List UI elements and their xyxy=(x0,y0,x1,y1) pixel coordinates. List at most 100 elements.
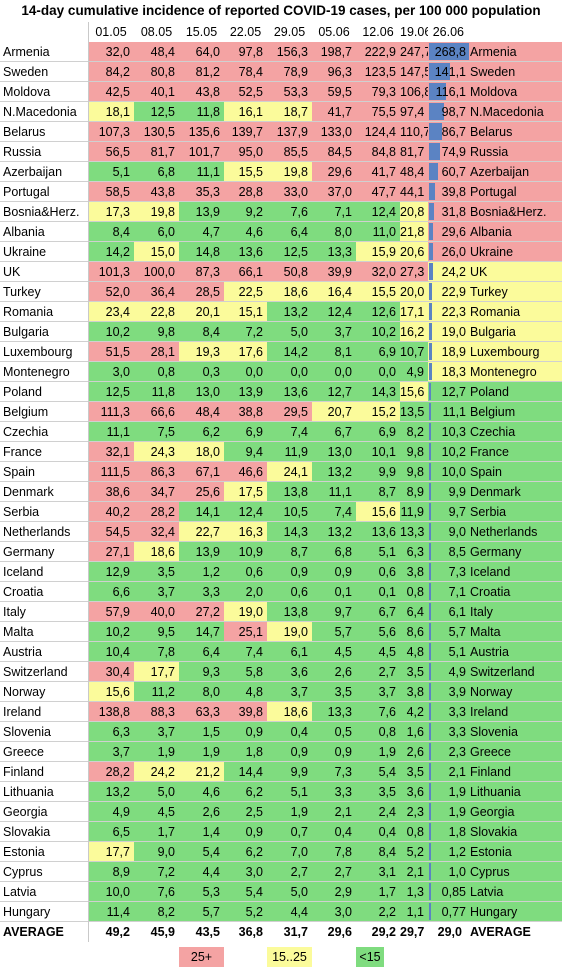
value-cell: 78,4 xyxy=(224,62,267,81)
value-cell: 6,5 xyxy=(88,822,134,841)
value-cell: 38,6 xyxy=(88,482,134,501)
last-value: 6,1 xyxy=(448,605,466,619)
column-header: 15.05 xyxy=(179,22,224,41)
value-cell: 10,1 xyxy=(356,442,400,461)
value-cell: 81,7 xyxy=(400,142,428,161)
value-cell: 15,5 xyxy=(224,162,267,181)
column-header: 26.06 xyxy=(428,22,468,41)
value-cell: 0,9 xyxy=(224,822,267,841)
value-cell: 2,5 xyxy=(224,802,267,821)
incidence-bar xyxy=(429,723,431,740)
table-row: Albania 8,4 6,0 4,7 4,6 6,4 8,0 11,0 21,8 29,6 Alb… xyxy=(0,222,562,242)
value-cell: 156,3 xyxy=(267,42,312,61)
table-row: Slovakia 6,5 1,7 1,4 0,9 0,7 0,4 0,4 0,8 1,8 Slova… xyxy=(0,822,562,842)
incidence-bar xyxy=(429,583,431,600)
value-cell: 43,8 xyxy=(134,182,179,201)
country-label-right: Russia xyxy=(470,145,509,159)
value-cell: 3,6 xyxy=(400,782,428,801)
value-cell: 5,1 xyxy=(267,782,312,801)
country-label-right: Serbia xyxy=(470,505,507,519)
value-cell: 139,7 xyxy=(224,122,267,141)
country-label-right: Sweden xyxy=(470,65,516,79)
value-cell: 3,7 xyxy=(134,722,179,741)
value-cell: 17,3 xyxy=(88,202,134,221)
value-cell: 12,5 xyxy=(134,102,179,121)
value-cell: 6,2 xyxy=(224,782,267,801)
incidence-bar xyxy=(429,463,431,480)
value-cell: 44,1 xyxy=(400,182,428,201)
country-label-right: Bosnia&Herz. xyxy=(470,205,547,219)
row-divider xyxy=(0,221,562,222)
value-cell: 24,1 xyxy=(267,462,312,481)
value-cell: 48,4 xyxy=(400,162,428,181)
incidence-bar xyxy=(429,143,440,160)
value-cell: 3,5 xyxy=(356,782,400,801)
value-cell: 28,5 xyxy=(179,282,224,301)
value-cell: 7,6 xyxy=(134,882,179,901)
table-row: N.Macedonia 18,1 12,5 11,8 16,1 18,7 41,7 75,5 9… xyxy=(0,102,562,122)
value-cell: 32,0 xyxy=(356,262,400,281)
row-divider xyxy=(0,841,562,842)
value-cell: 16,3 xyxy=(224,522,267,541)
country-label-right: N.Macedonia xyxy=(470,105,544,119)
value-cell: 0,8 xyxy=(400,822,428,841)
value-cell: 24,3 xyxy=(134,442,179,461)
table-row: Belarus 107,3 130,5 135,6 139,7 137,9 133,0 124… xyxy=(0,122,562,142)
country-label-right: Georgia xyxy=(470,805,515,819)
table-row: Armenia 32,0 48,4 64,0 97,8 156,3 198,7 222,9 24… xyxy=(0,42,562,62)
country-label: Ukraine xyxy=(0,242,88,261)
value-cell: 2,4 xyxy=(356,802,400,821)
row-divider xyxy=(0,601,562,602)
incidence-bar xyxy=(429,343,432,360)
value-cell: 6,2 xyxy=(224,842,267,861)
incidence-bar xyxy=(429,403,431,420)
value-cell: 0,6 xyxy=(267,582,312,601)
value-cell: 43,8 xyxy=(179,82,224,101)
table-row: Russia 56,5 81,7 101,7 95,0 85,5 84,5 84,8 81,7 7… xyxy=(0,142,562,162)
row-divider xyxy=(0,801,562,802)
value-cell: 12,7 xyxy=(312,382,356,401)
average-value: 29,2 xyxy=(356,922,400,941)
last-value: 5,1 xyxy=(448,645,466,659)
country-label-right: Luxembourg xyxy=(470,345,540,359)
value-cell: 25,6 xyxy=(179,482,224,501)
table-row: Turkey 52,0 36,4 28,5 22,5 18,6 16,4 15,5 20,0 22… xyxy=(0,282,562,302)
value-cell: 2,7 xyxy=(312,862,356,881)
country-label: Estonia xyxy=(0,842,88,861)
value-cell: 14,8 xyxy=(179,242,224,261)
country-label: Bosnia&Herz. xyxy=(0,202,88,221)
value-cell: 39,8 xyxy=(224,702,267,721)
table-row: Estonia 17,7 9,0 5,4 6,2 7,0 7,8 8,4 5,2 1,2 Eston… xyxy=(0,842,562,862)
last-value: 22,9 xyxy=(441,285,466,299)
row-divider xyxy=(0,401,562,402)
last-value: 24,2 xyxy=(441,265,466,279)
value-cell: 11,4 xyxy=(88,902,134,921)
row-divider xyxy=(0,581,562,582)
value-cell: 13,2 xyxy=(312,462,356,481)
value-cell: 23,4 xyxy=(88,302,134,321)
value-cell: 6,8 xyxy=(312,542,356,561)
value-cell: 7,1 xyxy=(312,202,356,221)
last-value: 26,0 xyxy=(441,245,466,259)
incidence-bar xyxy=(429,883,431,900)
value-cell: 1,5 xyxy=(179,722,224,741)
incidence-bar xyxy=(429,863,431,880)
value-cell: 7,8 xyxy=(312,842,356,861)
value-cell: 3,7 xyxy=(267,682,312,701)
row-divider xyxy=(0,381,562,382)
column-header: 19.06 xyxy=(400,22,428,41)
incidence-bar xyxy=(429,503,431,520)
value-cell: 5,4 xyxy=(356,762,400,781)
row-divider xyxy=(0,861,562,862)
value-cell: 2,7 xyxy=(267,862,312,881)
value-cell: 9,7 xyxy=(312,602,356,621)
last-value: 86,7 xyxy=(441,125,466,139)
last-column-band xyxy=(428,382,562,401)
table-row: UK 101,3 100,0 87,3 66,1 50,8 39,9 32,0 27,3 24,2… xyxy=(0,262,562,282)
row-divider xyxy=(0,561,562,562)
country-label-right: Azerbaijan xyxy=(470,165,530,179)
value-cell: 13,0 xyxy=(179,382,224,401)
value-cell: 4,8 xyxy=(400,642,428,661)
value-cell: 7,0 xyxy=(267,842,312,861)
value-cell: 1,4 xyxy=(179,822,224,841)
